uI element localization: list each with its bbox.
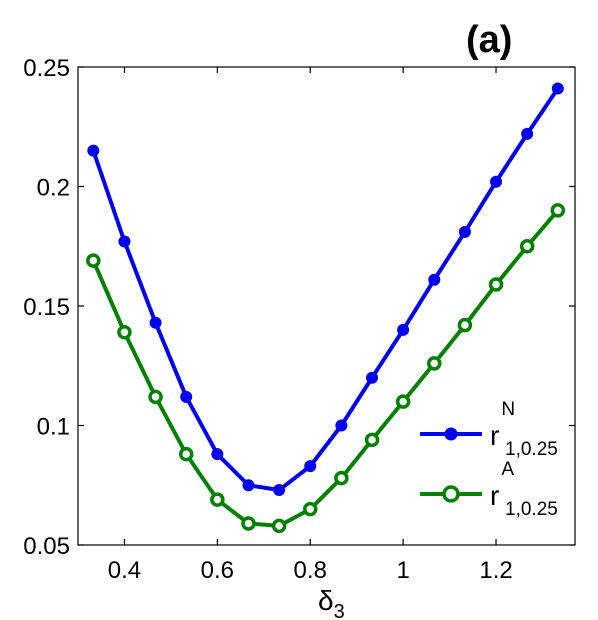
data-point (180, 390, 193, 403)
data-point (118, 235, 131, 248)
data-point (457, 317, 473, 333)
data-point (428, 273, 441, 286)
data-point (242, 479, 255, 492)
series-line (91, 87, 560, 493)
legend: rN 1,0.25 rA 1,0.25 (420, 399, 558, 520)
data-point (149, 316, 162, 329)
x-axis-label: δ3 (318, 585, 345, 620)
data-point (241, 516, 256, 531)
data-point (397, 323, 410, 336)
data-point (490, 175, 503, 188)
x-tick-label: 0.6 (201, 557, 234, 584)
ticks-layer: 0.4 0.6 0.8 1 1.2 0.05 0.1 0.15 0.2 0.25 (23, 55, 575, 584)
data-point (211, 448, 224, 461)
legend-marker-a (442, 485, 460, 503)
legend-label-n-sup: N (501, 399, 515, 420)
legend-label-a-main: r (490, 480, 499, 511)
data-point (550, 203, 566, 218)
y-tick-label: 0.2 (37, 175, 70, 202)
data-point (304, 460, 317, 473)
legend-label-n-sub: 1,0.25 (505, 439, 558, 460)
legend-marker-n (444, 427, 458, 441)
data-point (273, 484, 286, 497)
data-point (271, 518, 287, 534)
x-tick-label: 0.4 (108, 557, 141, 584)
data-point (458, 225, 471, 238)
x-tick-label: 0.8 (294, 557, 327, 584)
data-point (366, 371, 379, 384)
data-point (302, 501, 318, 517)
data-point (551, 82, 564, 95)
data-point (395, 394, 411, 409)
y-tick-label: 0.05 (23, 533, 70, 560)
data-point (488, 277, 504, 292)
x-axis-label-main: δ (318, 585, 334, 616)
x-tick-label: 1.2 (479, 557, 512, 584)
y-tick-label: 0.1 (37, 414, 70, 441)
panel-label: (a) (466, 19, 512, 61)
data-point (364, 432, 380, 448)
data-point (521, 127, 534, 140)
data-point (519, 239, 535, 254)
x-axis-label-sub: 3 (334, 601, 345, 620)
data-point (87, 144, 100, 157)
data-point (148, 389, 163, 405)
y-tick-label: 0.15 (23, 294, 70, 321)
data-point (335, 419, 348, 432)
legend-label-a-sub: 1,0.25 (505, 499, 558, 520)
data-point (178, 446, 194, 462)
data-point (334, 470, 349, 486)
legend-label-n: rN 1,0.25 (490, 399, 558, 460)
series-line (91, 209, 560, 528)
data-point (86, 253, 101, 268)
y-tick-label: 0.25 (23, 55, 70, 82)
legend-label-a: rA 1,0.25 (490, 459, 558, 520)
data-point (427, 356, 442, 371)
x-tick-label: 1 (396, 557, 409, 584)
legend-label-n-main: r (490, 420, 499, 451)
series-layer (86, 82, 566, 534)
legend-label-a-sup: A (501, 459, 514, 480)
data-point (117, 325, 132, 340)
data-point (210, 492, 225, 507)
